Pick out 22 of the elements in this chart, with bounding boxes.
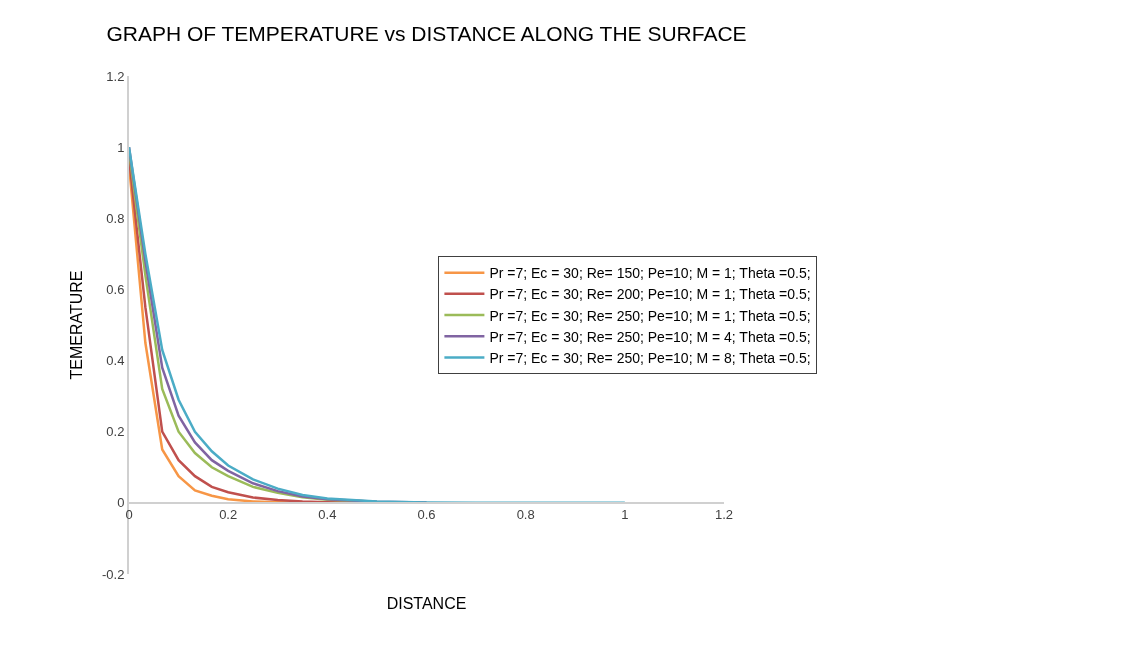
y-axis-title: TEMERATURE <box>68 270 86 380</box>
x-tick-label: 0.8 <box>516 507 535 523</box>
x-tick-label: 1.2 <box>714 507 734 523</box>
legend-label: Pr =7; Ec = 30; Re= 250; Pe=10; M = 8; Theta =0.5; <box>489 349 811 366</box>
y-tick-label: 0.2 <box>106 424 125 440</box>
x-axis-title: DISTANCE <box>386 594 467 612</box>
x-tick-label: 0.6 <box>417 507 436 523</box>
x-tick-label: 0.4 <box>318 507 337 523</box>
y-tick-label: 0 <box>117 495 125 511</box>
legend-label: Pr =7; Ec = 30; Re= 150; Pe=10; M = 1; Theta =0.5; <box>489 265 811 282</box>
y-tick-label: -0.2 <box>101 566 125 582</box>
legend-label: Pr =7; Ec = 30; Re= 250; Pe=10; M = 1; Theta =0.5; <box>489 307 811 324</box>
legend-label: Pr =7; Ec = 30; Re= 200; Pe=10; M = 1; Theta =0.5; <box>489 286 811 303</box>
x-tick-label: 1 <box>621 507 629 523</box>
y-tick-label: 0.6 <box>106 281 125 297</box>
legend-label: Pr =7; Ec = 30; Re= 250; Pe=10; M = 4; Theta =0.5; <box>489 328 811 345</box>
x-tick-label: 0.2 <box>219 507 238 523</box>
y-tick-label: 0.4 <box>106 353 125 369</box>
y-tick-label: 1.2 <box>106 68 125 84</box>
y-tick-label: 1 <box>117 139 125 155</box>
chart-title: GRAPH OF TEMPERATURE vs DISTANCE ALONG THE SURFACE <box>106 21 747 45</box>
y-tick-label: 0.8 <box>106 210 125 226</box>
